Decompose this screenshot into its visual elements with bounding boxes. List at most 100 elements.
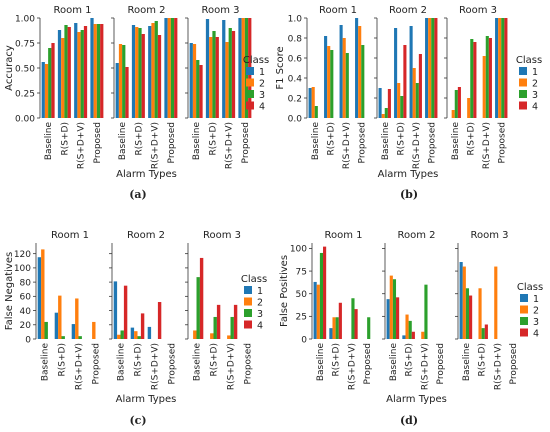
bar (213, 316, 217, 339)
bar (115, 63, 119, 118)
bar (92, 321, 96, 339)
bar (61, 336, 65, 339)
bar (61, 38, 65, 118)
y-tick-label: 25 (296, 313, 307, 323)
bar (48, 48, 52, 118)
x-tick-label: R(S+D) (60, 122, 70, 155)
x-tick-label: R(S+D+V) (493, 343, 503, 390)
legend-label: 4 (259, 102, 265, 113)
x-tick-label: R(S+D) (405, 343, 415, 376)
panel-caption: (c) (129, 414, 146, 427)
bar (504, 18, 508, 118)
subplot-title: Room 2 (397, 230, 435, 241)
x-tick-label: R(S+D+V) (482, 122, 492, 169)
bar (459, 262, 463, 339)
bar (209, 37, 213, 118)
bar (342, 38, 346, 118)
bar (387, 89, 391, 118)
bar (494, 266, 498, 339)
x-tick-label: Baseline (118, 122, 128, 161)
bar (192, 44, 197, 118)
x-tick-label: Baseline (462, 343, 472, 382)
bar (215, 37, 219, 118)
bar (467, 98, 471, 118)
legend-label: 1 (257, 286, 263, 297)
bar (167, 18, 171, 118)
bar (118, 44, 123, 118)
bar (54, 312, 59, 339)
y-tick-label: 120 (14, 250, 31, 260)
y-tick-label: 20 (20, 321, 32, 331)
y-tick-label: 0.25 (15, 89, 35, 99)
bar (330, 50, 334, 118)
bar (358, 26, 362, 118)
legend-swatch (246, 78, 254, 87)
bar (323, 246, 327, 339)
bar (227, 335, 231, 339)
bar (134, 331, 138, 339)
bar (216, 304, 221, 339)
bar (157, 35, 162, 118)
legend-label: 3 (259, 90, 265, 101)
bar (113, 281, 118, 339)
y-tick-label: 0.00 (15, 114, 35, 124)
legend-swatch (519, 67, 527, 75)
bar (457, 87, 461, 118)
legend-swatch (520, 328, 528, 337)
legend-label: 2 (259, 79, 265, 90)
bar (170, 18, 175, 118)
bar (205, 19, 210, 118)
subplot-title: Room 3 (470, 230, 508, 241)
bar (351, 298, 355, 339)
bar (64, 25, 68, 118)
legend-label: 3 (533, 317, 539, 328)
bar (90, 18, 94, 118)
legend-label: 1 (532, 67, 538, 78)
bar (51, 43, 55, 118)
chart-panel-4: Room 1 Baseline R(S+D) R(S+D+V) Proposed 0 25 5… (279, 230, 543, 427)
bar (196, 60, 200, 118)
bar (386, 299, 390, 339)
bar (462, 266, 466, 339)
bar (327, 46, 331, 118)
bar (378, 88, 382, 118)
bar (488, 38, 492, 118)
subplot-1: Room 1 Baseline R(S+D) R(S+D+V) Proposed 0 20 4… (14, 230, 102, 390)
y-tick-label: 50 (296, 290, 308, 300)
legend-title: Class (241, 274, 267, 285)
y-axis-label: F1 Score (275, 46, 286, 89)
x-tick-label: Baseline (192, 122, 202, 161)
bar (361, 45, 365, 118)
bar (421, 331, 425, 339)
x-tick-label: Baseline (193, 343, 203, 382)
bar (140, 313, 145, 339)
legend-title: Class (516, 55, 542, 66)
subplot-2: Room 2 Baseline R(S+D) R(S+D+V) Proposed (109, 230, 178, 390)
bar (74, 23, 78, 118)
y-tick-label: 0.2 (288, 94, 302, 104)
subplot-1: Room 1 Baseline R(S+D) R(S+D+V) Proposed 0 25 5… (290, 230, 373, 390)
bar (199, 257, 204, 339)
legend-label: 1 (259, 67, 265, 78)
subplot-3: Room 3 Baseline R(S+D) R(S+D+V) Proposed (185, 5, 252, 169)
subplot-3: Room 3 Baseline R(S+D) R(S+D+V) Proposed (455, 230, 519, 390)
x-tick-label: Proposed (357, 122, 367, 163)
y-axis-label: False Negatives (4, 252, 15, 330)
bar (41, 62, 45, 118)
subplot-title: Room 1 (51, 230, 89, 241)
subplot-2: Room 2 Baseline R(S+D) R(S+D+V) Proposed (382, 230, 446, 390)
x-tick-label: R(S+D+V) (225, 122, 235, 169)
legend-swatch (520, 294, 528, 302)
bar (316, 284, 320, 339)
panel-caption: (b) (400, 188, 418, 201)
x-tick-label: R(S+D) (134, 122, 144, 155)
y-tick-label: 100 (290, 245, 307, 255)
bar (44, 321, 48, 339)
y-tick-label: 0.4 (288, 74, 303, 84)
bar (425, 18, 429, 118)
x-tick-label: Baseline (451, 122, 461, 161)
subplot-2: Room 2 Baseline R(S+D) R(S+D+V) Proposed (111, 5, 178, 169)
